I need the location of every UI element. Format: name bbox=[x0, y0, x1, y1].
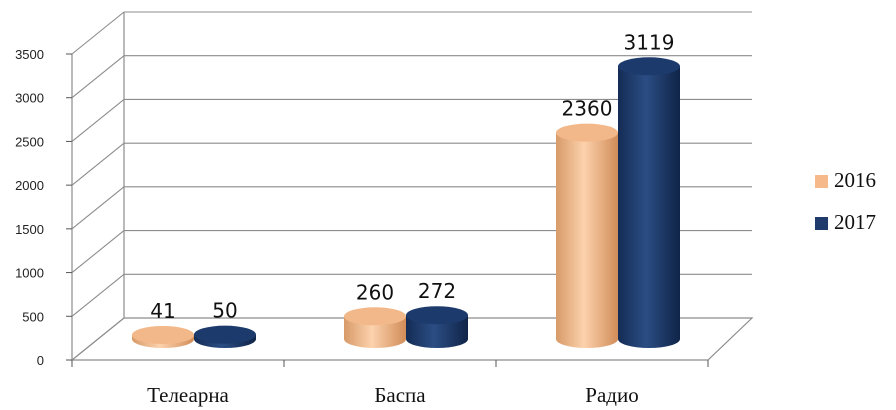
data-labels: 41 50 260 272 2360 3119 bbox=[150, 30, 674, 323]
bar-2017-1 bbox=[406, 315, 468, 348]
y-tick-label: 1000 bbox=[15, 266, 44, 281]
bar-top-2016-0 bbox=[132, 326, 194, 344]
gridline-side bbox=[71, 99, 125, 142]
legend-swatch bbox=[815, 217, 828, 230]
data-label: 272 bbox=[418, 279, 456, 303]
y-tick-label: 3500 bbox=[15, 47, 44, 62]
gridline-side bbox=[71, 273, 125, 317]
gridline-side bbox=[71, 230, 125, 273]
legend-swatch bbox=[815, 175, 828, 188]
y-tick-label: 500 bbox=[22, 309, 44, 324]
data-label: 3119 bbox=[624, 30, 675, 54]
gridline-side bbox=[71, 11, 125, 55]
data-label: 260 bbox=[356, 280, 394, 304]
legend: 2016 2017 bbox=[815, 168, 876, 234]
gridline-side bbox=[71, 186, 125, 230]
x-axis: Телеарна Баспа Радио bbox=[71, 360, 709, 407]
bar-top-2017-2 bbox=[618, 57, 680, 76]
bar-top-2016-2 bbox=[556, 123, 618, 142]
bar-top-2017-0 bbox=[194, 325, 256, 344]
bars bbox=[132, 57, 680, 348]
legend-label: 2016 bbox=[834, 168, 876, 192]
legend-label: 2017 bbox=[834, 210, 876, 234]
y-tick-label: 1500 bbox=[15, 222, 44, 237]
bar-2016-1 bbox=[344, 316, 406, 348]
x-tick-label: Радио bbox=[585, 383, 638, 407]
y-tick-label: 3000 bbox=[15, 91, 44, 106]
gridline-side bbox=[71, 142, 125, 186]
bar-top-2016-1 bbox=[344, 307, 406, 326]
data-label: 41 bbox=[150, 299, 175, 323]
bar-2017-2 bbox=[618, 66, 680, 348]
bar-top-2017-1 bbox=[406, 306, 468, 325]
x-tick-label: Баспа bbox=[374, 383, 426, 407]
y-tick-label: 2000 bbox=[15, 178, 44, 193]
data-label: 50 bbox=[212, 299, 237, 323]
gridline-side bbox=[71, 317, 125, 361]
x-tick-label: Телеарна bbox=[147, 383, 229, 407]
y-tick-label: 0 bbox=[37, 353, 44, 368]
bar-2016-2 bbox=[556, 132, 618, 348]
y-tick-label: 2500 bbox=[15, 134, 44, 149]
data-label: 2360 bbox=[562, 97, 613, 121]
gridline-side bbox=[71, 55, 125, 99]
